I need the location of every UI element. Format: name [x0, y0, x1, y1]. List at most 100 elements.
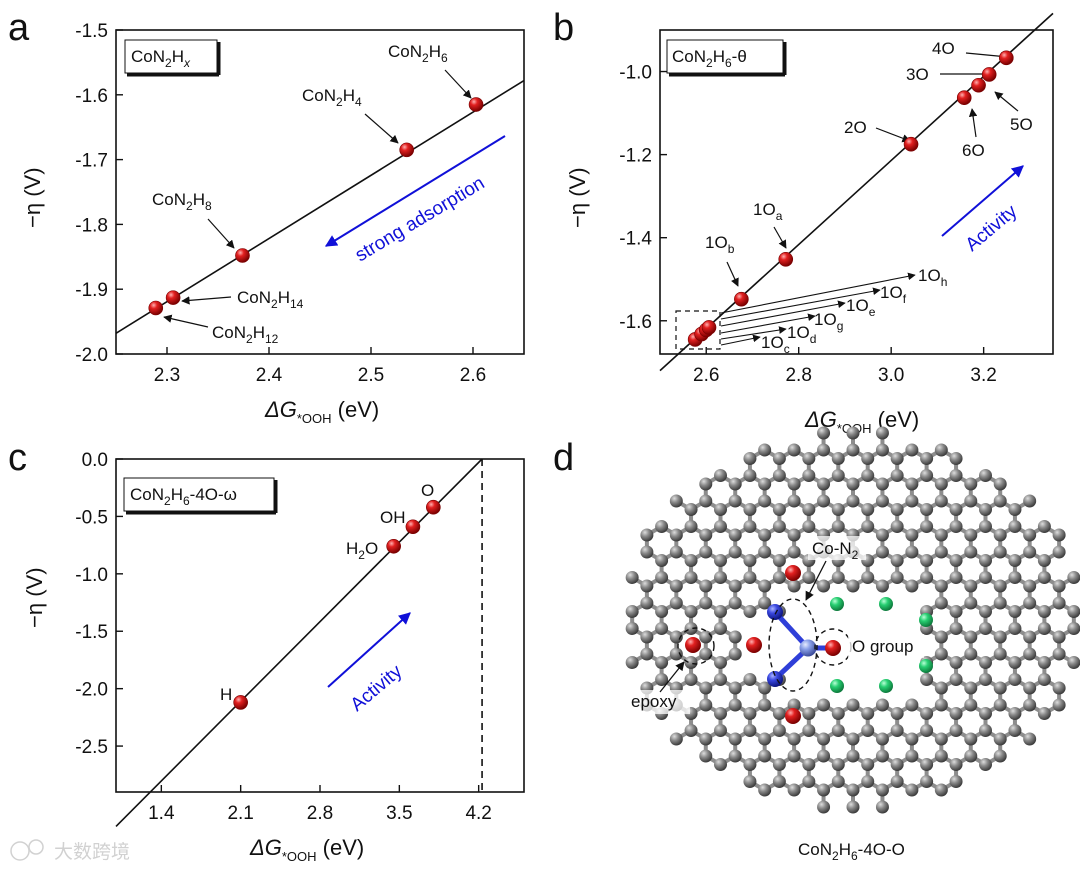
carbon-atom [728, 596, 742, 610]
carbon-atom [787, 579, 801, 593]
carbon-atom [743, 452, 757, 465]
y-tick-label: 0.0 [82, 450, 108, 471]
label-5o: 5O [1010, 115, 1033, 134]
x-tick-label: 2.6 [460, 365, 486, 386]
axes-c: 1.4 2.1 2.8 3.5 4.2 0.0 -0.5 -1.0 -1.5 -2.0 -2.5 [75, 450, 492, 824]
carbon-atom [1052, 528, 1066, 542]
adsorption-arrow [324, 135, 506, 247]
carbon-atom [890, 503, 904, 516]
carbon-atom [625, 605, 639, 618]
carbon-atom [964, 647, 978, 661]
label-co-n2: Co-N2 [812, 539, 859, 562]
graphene-lattice [625, 426, 1080, 814]
carbon-atom [905, 443, 919, 457]
carbon-atom [699, 528, 713, 542]
carbon-atom [934, 579, 948, 593]
activity-arrow-b [941, 165, 1024, 237]
carbon-atom [817, 426, 831, 440]
carbon-atom [713, 622, 727, 635]
carbon-atom [802, 520, 816, 533]
carbon-atom [1052, 681, 1066, 695]
label-1oh: 1Oh [918, 266, 947, 289]
data-point [405, 519, 421, 535]
carbon-atom [905, 783, 919, 797]
carbon-atom [920, 673, 934, 686]
nitrogen-atom [767, 604, 783, 620]
label-6o: 6O [962, 141, 985, 160]
carbon-atom [1067, 571, 1080, 584]
carbon-atom [979, 503, 993, 516]
data-point [148, 300, 164, 316]
carbon-atom [831, 571, 845, 584]
label-1od: 1Od [787, 323, 816, 346]
carbon-atom [920, 503, 934, 516]
carbon-atom [1037, 707, 1051, 720]
carbon-atom [890, 571, 904, 584]
carbon-atom [743, 571, 757, 584]
carbon-atom [713, 605, 727, 618]
carbon-atom [1023, 647, 1037, 661]
point-label-a-h4: CoN2H4 [302, 86, 362, 109]
carbon-atom [890, 520, 904, 533]
hydrogen-atom [879, 597, 893, 611]
x-tick-label: 2.8 [785, 365, 811, 386]
carbon-atom [758, 749, 772, 763]
carbon-atom [846, 494, 860, 508]
carbon-atom [861, 452, 875, 465]
carbon-atom [699, 579, 713, 593]
carbon-atom [949, 469, 963, 482]
point-label-a-h12: CoN2H12 [212, 323, 279, 346]
x-tick-label: 4.2 [465, 803, 491, 824]
carbon-atom [1037, 605, 1051, 618]
carbon-atom [875, 732, 889, 746]
y-tick-label: -1.2 [619, 146, 652, 167]
carbon-atom [934, 443, 948, 457]
carbon-atom [713, 656, 727, 669]
carbon-atom [669, 545, 683, 559]
carbon-atom [979, 520, 993, 533]
carbon-atom [743, 775, 757, 788]
carbon-atom [758, 477, 772, 491]
carbon-atom [920, 758, 934, 771]
carbon-atom [890, 758, 904, 771]
carbon-atom [890, 554, 904, 567]
carbon-atom [669, 630, 683, 644]
label-4o: 4O [932, 39, 955, 58]
carbon-atom [949, 656, 963, 669]
carbon-atom [993, 681, 1007, 695]
carbon-atom [772, 554, 786, 567]
label-1og: 1Og [814, 310, 843, 333]
carbon-atom [979, 469, 993, 482]
carbon-atom [846, 443, 860, 457]
y-tick-label: -2.0 [75, 345, 108, 366]
plot-frame-b [659, 29, 1054, 355]
x-tick-label: 2.5 [358, 365, 384, 386]
y-tick-label: -1.8 [75, 215, 108, 236]
carbon-atom [743, 520, 757, 533]
carbon-atom [655, 673, 669, 686]
watermark: 大数跨境 [10, 839, 130, 863]
legend-box-a [124, 39, 218, 74]
carbon-atom [920, 469, 934, 482]
carbon-atom [949, 520, 963, 533]
y-tick-label: -1.0 [619, 63, 652, 84]
carbon-atom [890, 469, 904, 482]
carbon-atom [979, 605, 993, 618]
carbon-atom [993, 630, 1007, 644]
legend-box-b [666, 39, 784, 74]
carbon-atom [905, 698, 919, 712]
carbon-atom [905, 732, 919, 746]
carbon-atom [993, 749, 1007, 763]
carbon-atom [979, 707, 993, 720]
carbon-atom [934, 545, 948, 559]
panel-letter-c: c [8, 437, 27, 479]
carbon-atom [684, 605, 698, 618]
ylabel-c: −η (V) [22, 567, 47, 628]
carbon-atom [684, 520, 698, 533]
carbon-atom [993, 579, 1007, 593]
carbon-atom [758, 698, 772, 712]
data-point [734, 291, 749, 307]
carbon-atom [772, 452, 786, 465]
carbon-atom [846, 426, 860, 440]
fit-line-a [115, 79, 525, 334]
